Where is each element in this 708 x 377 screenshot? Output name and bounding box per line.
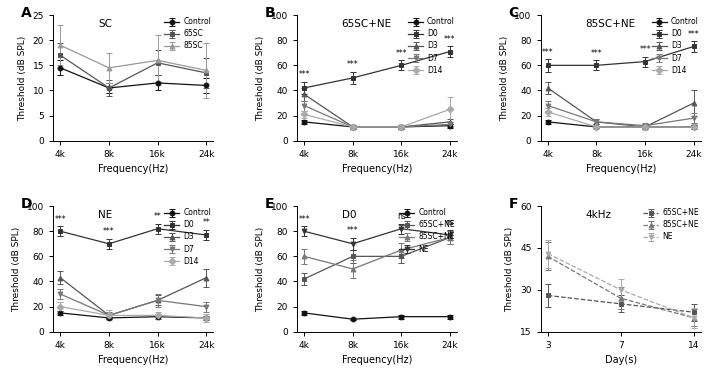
Text: ***: ***: [298, 215, 310, 224]
Text: ***: ***: [444, 35, 456, 44]
Text: ***: ***: [347, 226, 358, 235]
Text: ***: ***: [103, 227, 115, 236]
Legend: 65SC+NE, 85SC+NE, NE: 65SC+NE, 85SC+NE, NE: [642, 208, 700, 242]
Legend: Control, D0, D3, D7, D14: Control, D0, D3, D7, D14: [164, 208, 212, 267]
Text: ***: ***: [55, 215, 67, 224]
Text: 4kHz: 4kHz: [586, 210, 612, 220]
Y-axis label: Threshold (dB SPL): Threshold (dB SPL): [256, 35, 265, 121]
Text: ns: ns: [445, 218, 455, 227]
Legend: Control, 65SC+NE, 85SC+NE, NE: Control, 65SC+NE, 85SC+NE, NE: [399, 208, 456, 254]
Y-axis label: Threshold (dB SPL): Threshold (dB SPL): [18, 35, 27, 121]
Text: F: F: [508, 197, 518, 211]
X-axis label: Frequency(Hz): Frequency(Hz): [98, 164, 169, 174]
X-axis label: Frequency(Hz): Frequency(Hz): [342, 164, 412, 174]
Text: **: **: [202, 218, 210, 227]
X-axis label: Day(s): Day(s): [605, 356, 636, 365]
Text: ***: ***: [298, 70, 310, 79]
X-axis label: Frequency(Hz): Frequency(Hz): [342, 356, 412, 365]
Legend: Control, 65SC, 85SC: Control, 65SC, 85SC: [164, 17, 212, 51]
Text: A: A: [21, 6, 32, 20]
Text: B: B: [265, 6, 275, 20]
Text: ns: ns: [397, 212, 406, 221]
Text: D: D: [21, 197, 33, 211]
Text: 85SC+NE: 85SC+NE: [586, 19, 636, 29]
Text: C: C: [508, 6, 519, 20]
Y-axis label: Threshold (dB SPL): Threshold (dB SPL): [12, 226, 21, 311]
Y-axis label: Threshold (dB SPL): Threshold (dB SPL): [500, 35, 509, 121]
Text: ***: ***: [639, 45, 651, 54]
Text: ***: ***: [590, 49, 603, 58]
Text: D0: D0: [342, 210, 356, 220]
X-axis label: Frequency(Hz): Frequency(Hz): [586, 164, 656, 174]
X-axis label: Frequency(Hz): Frequency(Hz): [98, 356, 169, 365]
Text: **: **: [154, 212, 161, 221]
Legend: Control, D0, D3, D7, D14: Control, D0, D3, D7, D14: [407, 17, 456, 75]
Text: ***: ***: [542, 48, 554, 57]
Text: NE: NE: [98, 210, 113, 220]
Text: ***: ***: [396, 49, 407, 58]
Text: ***: ***: [347, 60, 358, 69]
Text: E: E: [265, 197, 274, 211]
Text: ***: ***: [687, 30, 700, 39]
Legend: Control, D0, D3, D7, D14: Control, D0, D3, D7, D14: [651, 17, 700, 75]
Y-axis label: Threshold (dB SPL): Threshold (dB SPL): [506, 226, 515, 311]
Y-axis label: Threshold (dB SPL): Threshold (dB SPL): [256, 226, 265, 311]
Text: SC: SC: [98, 19, 112, 29]
Text: 65SC+NE: 65SC+NE: [342, 19, 392, 29]
